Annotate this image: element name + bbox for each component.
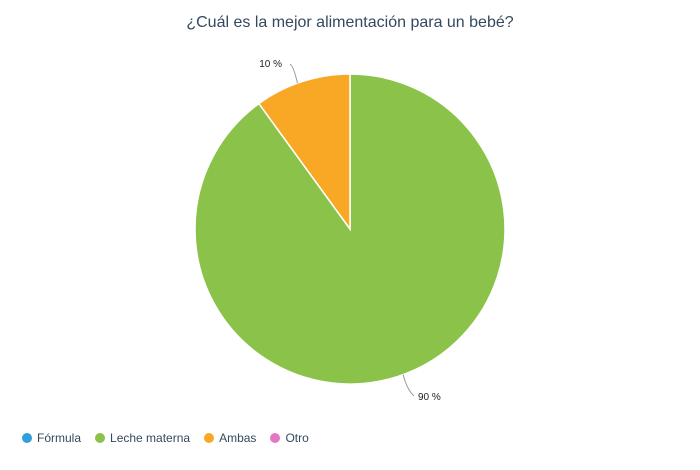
legend-item-fórmula[interactable]: Fórmula <box>22 431 81 445</box>
legend-item-leche-materna[interactable]: Leche materna <box>95 431 190 445</box>
leader-line-ambas <box>289 63 298 84</box>
leader-line-leche-materna <box>402 374 415 397</box>
data-label-ambas: 10 % <box>259 59 282 70</box>
legend-label: Ambas <box>219 431 257 445</box>
data-label-leche-materna: 90 % <box>418 392 441 403</box>
legend-item-otro[interactable]: Otro <box>270 431 309 445</box>
legend-marker-icon <box>95 433 106 443</box>
legend: Fórmula Leche materna Ambas Otro <box>22 431 309 445</box>
legend-label: Fórmula <box>37 431 82 445</box>
legend-label: Otro <box>285 431 309 445</box>
legend-item-ambas[interactable]: Ambas <box>204 431 256 445</box>
pie-slice-ambas[interactable] <box>257 73 351 232</box>
legend-marker-icon <box>270 433 281 443</box>
legend-marker-icon <box>22 433 32 443</box>
legend-marker-icon <box>204 433 215 443</box>
legend-label: Leche materna <box>110 431 191 445</box>
chart-title: ¿Cuál es la mejor alimentación para un b… <box>186 14 514 31</box>
